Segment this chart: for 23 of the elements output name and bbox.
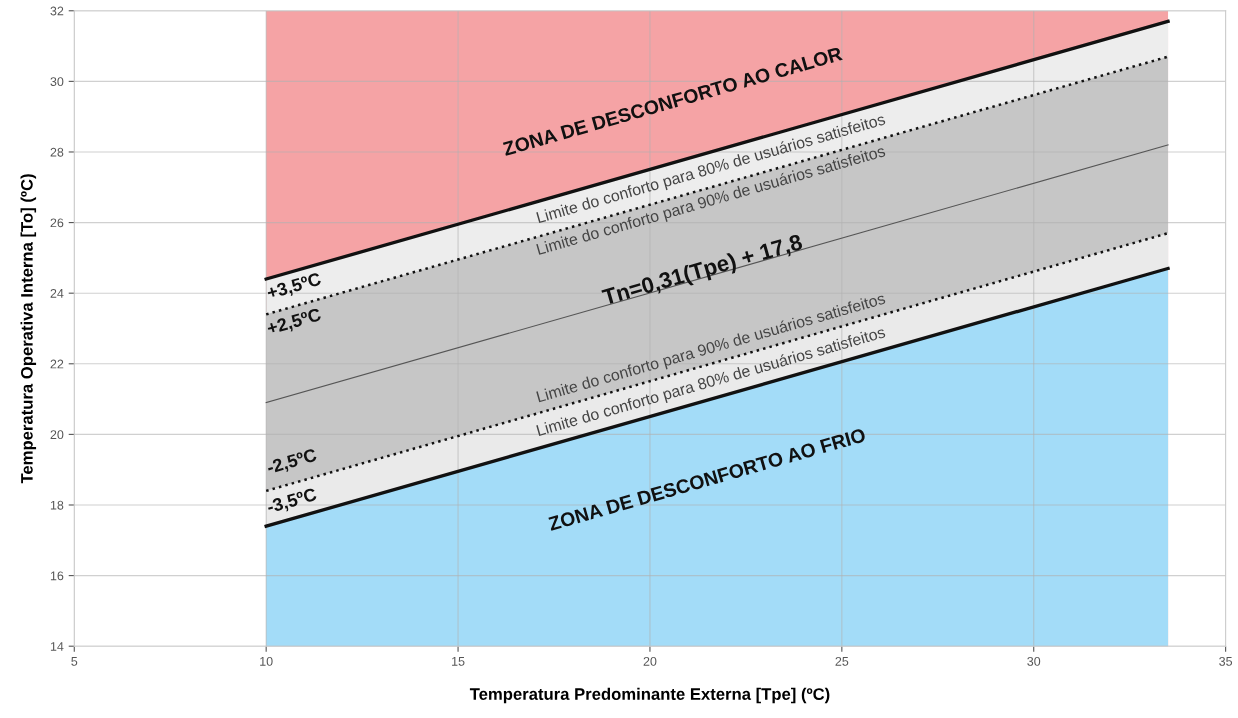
y-tick-label: 28 bbox=[50, 147, 64, 157]
x-tick-label: 10 bbox=[260, 656, 273, 666]
annotation: +3,5ºC bbox=[266, 272, 323, 302]
x-tick-label: 5 bbox=[71, 657, 78, 666]
y-axis-title: Temperatura Operativa Interna [To] (ºC) bbox=[20, 174, 37, 484]
y-tick-label: 22 bbox=[50, 359, 64, 369]
y-tick-label: 32 bbox=[50, 6, 64, 16]
y-tick-label: 16 bbox=[50, 571, 64, 581]
y-tick-label: 14 bbox=[50, 642, 64, 651]
annotation: +2,5ºC bbox=[266, 307, 323, 338]
x-tick-label: 35 bbox=[1219, 656, 1233, 666]
y-tick-label: 26 bbox=[50, 218, 64, 228]
y-tick-label: 18 bbox=[50, 500, 64, 510]
y-tick-label: 20 bbox=[50, 430, 64, 440]
x-tick-label: 20 bbox=[643, 656, 657, 666]
x-tick-label: 25 bbox=[835, 656, 849, 666]
annotation: -2,5ºC bbox=[266, 448, 319, 477]
y-tick-label: 24 bbox=[50, 288, 64, 298]
annotation: -3,5ºC bbox=[266, 487, 319, 516]
x-tick-label: 15 bbox=[452, 657, 465, 666]
y-tick-label: 30 bbox=[50, 77, 64, 87]
x-axis-title: Temperatura Predominante Externa [Tpe] (ºC) bbox=[469, 687, 830, 704]
x-tick-label: 30 bbox=[1027, 656, 1041, 666]
